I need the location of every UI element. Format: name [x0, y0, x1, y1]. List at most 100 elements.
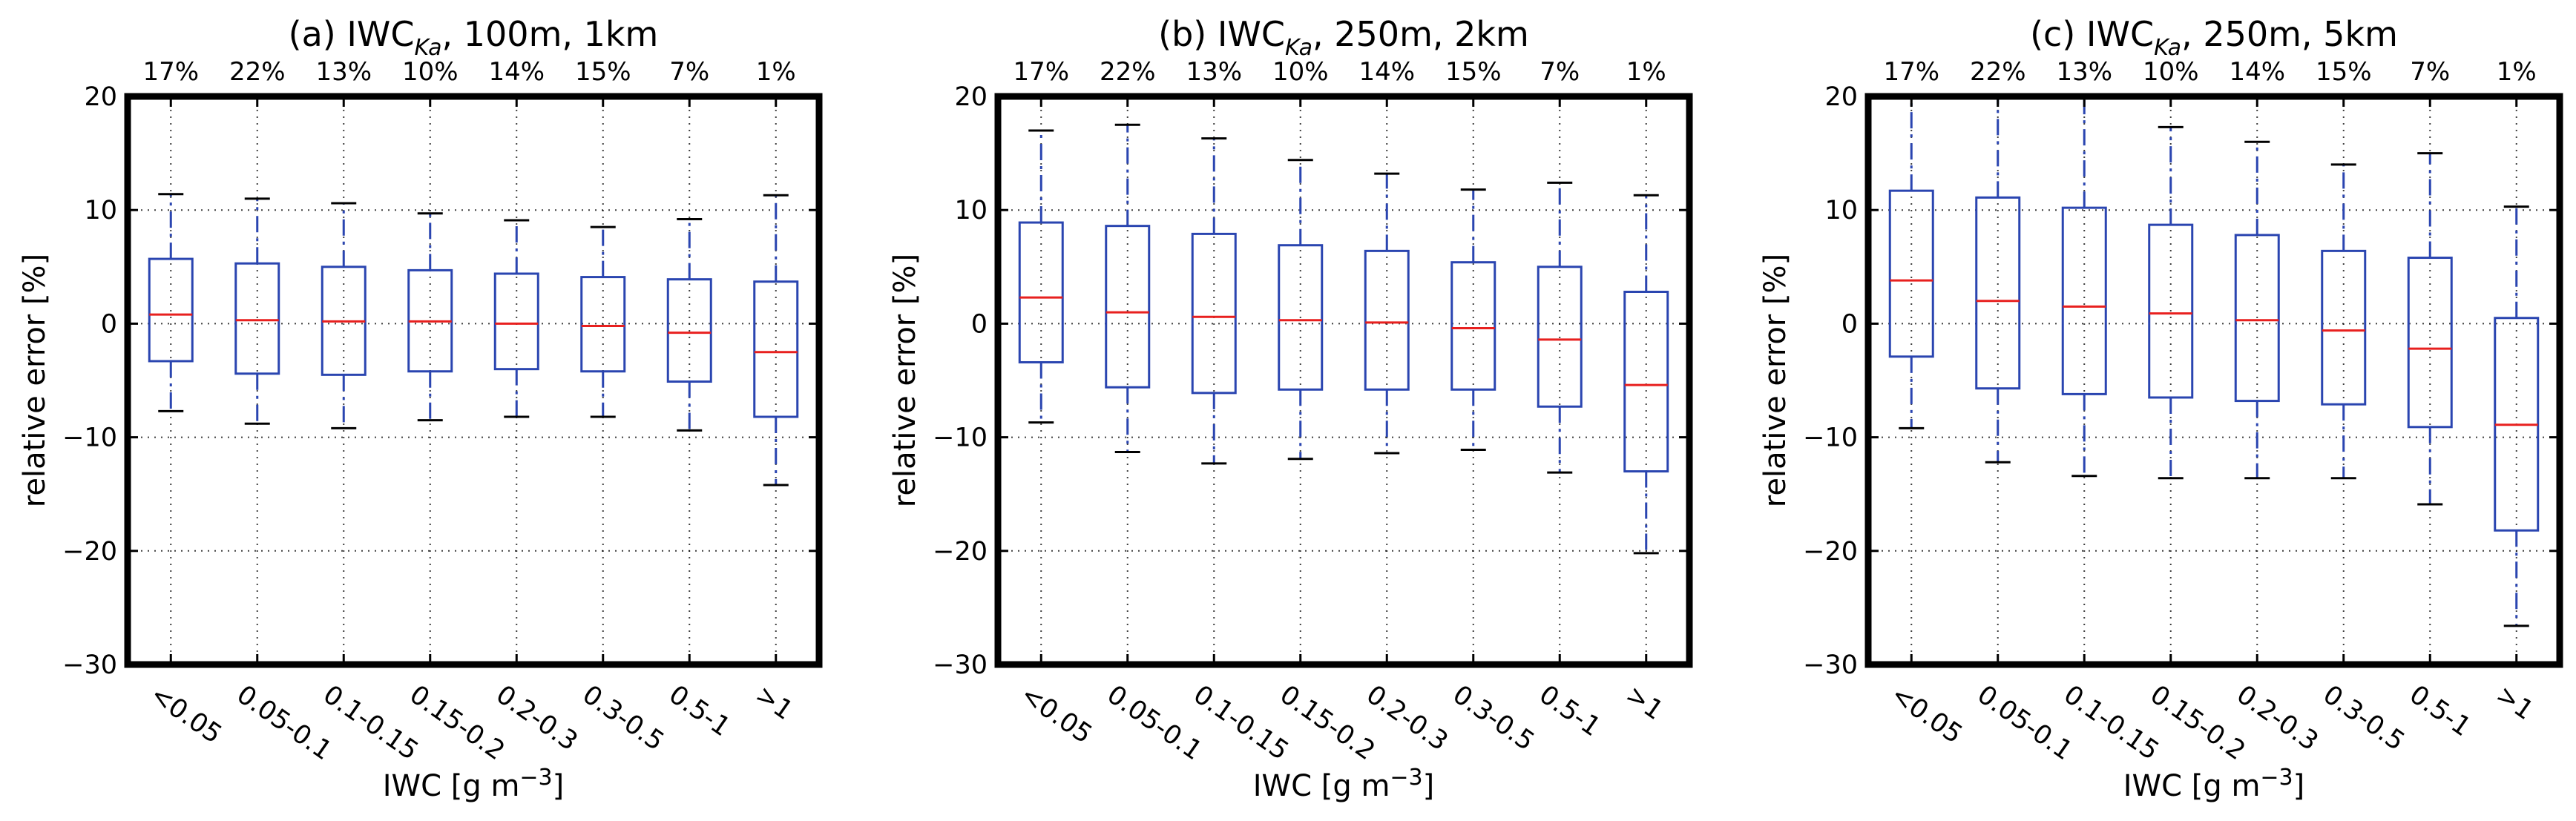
iqr-box [2234, 234, 2280, 403]
iqr-box [1623, 291, 1669, 473]
y-tick-label: 20 [1824, 82, 1858, 112]
iqr-box [1018, 221, 1064, 363]
percentage-label: 13% [2056, 57, 2112, 87]
iqr-box [2148, 223, 2194, 399]
box-plot-7 [666, 217, 712, 432]
x-axis-label: IWC [g m−3] [2123, 765, 2305, 803]
percentage-label: 22% [1100, 57, 1156, 87]
x-tick-label: 0.15-0.2 [2145, 680, 2251, 767]
percentage-label: 1% [1626, 57, 1666, 87]
percentage-label: 22% [1970, 57, 2026, 87]
box-plot-2 [234, 197, 280, 425]
x-tick-label: >1 [750, 680, 798, 726]
box-layer [148, 193, 799, 487]
percentage-label: 15% [1445, 57, 1502, 87]
title-text: (c) IWC [2030, 14, 2154, 54]
x-tick-label: 0.15-0.2 [1275, 680, 1381, 767]
box-plot-3 [321, 202, 367, 429]
box-plot-4 [2148, 125, 2194, 480]
x-tick-label: 0.15-0.2 [404, 680, 510, 767]
x-axis-label-end: ] [2293, 769, 2305, 803]
box-plot-2 [1105, 123, 1151, 454]
panel-title: (a) IWCKa, 100m, 1km [289, 14, 659, 61]
iqr-box [666, 278, 712, 383]
y-axis-label: relative error [%] [888, 254, 922, 507]
y-tick-label: 0 [971, 309, 988, 339]
x-axis-label-superscript: −3 [519, 765, 552, 791]
box-plot-1 [148, 193, 194, 412]
title-subscript: Ka [415, 35, 442, 61]
box-layer [1018, 123, 1669, 555]
y-tick-label: −10 [933, 423, 988, 453]
percentage-label: 17% [142, 57, 199, 87]
y-axis-label: relative error [%] [1758, 254, 1793, 507]
x-tick-label: <0.05 [1015, 680, 1097, 750]
y-tick-label: −10 [1803, 423, 1858, 453]
x-tick-label: 0.1-0.15 [2058, 680, 2164, 767]
percentage-label: 15% [575, 57, 631, 87]
iqr-box [148, 257, 194, 363]
box-plot-1 [1888, 96, 1934, 429]
x-axis-label-superscript: −3 [1390, 765, 1422, 791]
percentage-label: 13% [315, 57, 372, 87]
iqr-box [1191, 232, 1237, 395]
x-axis-label: IWC [g m−3] [383, 765, 565, 803]
x-tick-label: 0.05-0.1 [1972, 680, 2078, 767]
box-plot-3 [1191, 137, 1237, 465]
title-text: (b) IWC [1158, 14, 1285, 54]
box-plot-8 [753, 194, 799, 487]
box-plot-6 [580, 225, 626, 418]
iqr-box [1364, 249, 1410, 391]
y-tick-label: −30 [933, 650, 988, 680]
x-axis-label-superscript: −3 [2260, 765, 2293, 791]
percentage-label: 13% [1186, 57, 1242, 87]
panel-title: (c) IWCKa, 250m, 5km [2030, 14, 2398, 61]
x-tick-label: 0.3-0.5 [577, 680, 669, 757]
x-axis-label-text: IWC [g m [1253, 769, 1390, 803]
title-subscript: Ka [1285, 35, 1312, 61]
percentage-label: 14% [488, 57, 545, 87]
box-plot-8 [2494, 205, 2540, 627]
iqr-box [1450, 261, 1496, 391]
x-tick-label: 0.1-0.15 [318, 680, 424, 767]
x-tick-label: 0.5-1 [663, 680, 735, 743]
y-tick-label: 10 [84, 196, 117, 225]
percentage-label: 10% [402, 57, 459, 87]
iqr-box [234, 262, 280, 375]
iqr-box [580, 276, 626, 373]
box-plot-5 [1364, 172, 1410, 455]
percentage-label: 14% [2229, 57, 2285, 87]
box-layer [1888, 96, 2540, 627]
x-tick-label: >1 [1620, 680, 1669, 726]
percentage-label: 7% [1540, 57, 1580, 87]
y-tick-label: 0 [101, 309, 117, 339]
box-plot-4 [1278, 159, 1324, 461]
percentage-label: 17% [1883, 57, 1939, 87]
box-plot-5 [2234, 140, 2280, 480]
x-axis-label-end: ] [1423, 769, 1435, 803]
box-plot-1 [1018, 129, 1064, 424]
x-axis-label: IWC [g m−3] [1253, 765, 1435, 803]
y-tick-label: 20 [954, 82, 988, 112]
percentage-label: 7% [669, 57, 709, 87]
y-axis-label: relative error [%] [18, 254, 52, 507]
iqr-box [753, 280, 799, 418]
y-tick-label: 0 [1841, 309, 1858, 339]
panel-c: 20 10 0 −10 −20 −30 17% 22% 13% 10% 14% 15% 7% 1% <0.0… [1758, 14, 2563, 803]
percentage-label: 7% [2410, 57, 2450, 87]
axes-frame [1864, 93, 2563, 668]
box-plot-2 [1975, 96, 2021, 464]
box-plot-7 [1537, 181, 1583, 474]
x-axis-label-text: IWC [g m [383, 769, 520, 803]
y-tick-label: 10 [954, 196, 988, 225]
percentage-label: 14% [1358, 57, 1415, 87]
iqr-box [1105, 225, 1151, 389]
x-tick-label: 0.05-0.1 [231, 680, 338, 767]
box-plot-5 [493, 219, 539, 418]
x-axis-label-text: IWC [g m [2123, 769, 2261, 803]
axes-frame [994, 93, 1693, 668]
box-plot-6 [1450, 188, 1496, 451]
x-tick-label: 0.5-1 [2404, 680, 2476, 743]
percentage-label: 15% [2316, 57, 2372, 87]
